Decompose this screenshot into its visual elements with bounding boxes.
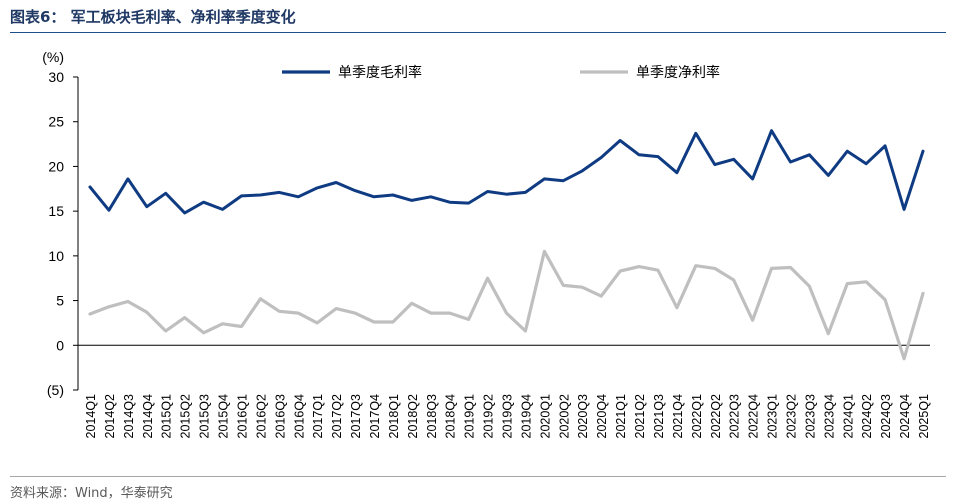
x-tick-label: 2014Q4	[141, 394, 155, 439]
x-tick-label: 2023Q3	[803, 394, 817, 439]
x-tick-label: 2021Q4	[671, 394, 685, 439]
x-tick-label: 2017Q2	[330, 394, 344, 439]
x-tick-label: 2015Q2	[179, 394, 193, 439]
y-axis: 30 25 20 15 10 5 0 (5)	[47, 69, 79, 398]
x-tick-label: 2016Q3	[273, 394, 287, 439]
y-tick-label: 15	[48, 203, 64, 219]
x-tick-label: 2017Q3	[349, 394, 363, 439]
x-tick-label: 2022Q4	[747, 394, 761, 439]
x-tick-label: 2024Q3	[879, 394, 893, 439]
x-tick-label: 2017Q1	[311, 394, 325, 439]
x-tick-label: 2017Q4	[368, 394, 382, 439]
legend-label: 单季度毛利率	[338, 64, 422, 80]
y-tick-label: 0	[56, 337, 64, 353]
x-tick-label: 2022Q1	[690, 394, 704, 439]
x-tick-label: 2014Q1	[84, 394, 98, 439]
x-tick-label: 2021Q3	[652, 394, 666, 439]
x-tick-label: 2020Q2	[557, 394, 571, 439]
x-tick-label: 2015Q4	[217, 394, 231, 439]
x-tick-label: 2016Q4	[292, 394, 306, 439]
x-tick-label: 2019Q2	[482, 394, 496, 439]
series-layer	[88, 129, 925, 361]
footer-rule	[10, 476, 946, 477]
y-tick-label: 10	[48, 248, 64, 264]
y-axis-unit: (%)	[42, 49, 64, 65]
y-tick-label: 5	[56, 293, 64, 309]
x-tick-label: 2019Q4	[519, 394, 533, 439]
title-rule	[10, 32, 946, 33]
x-tick-label: 2019Q1	[463, 394, 477, 439]
x-tick-label: 2020Q1	[538, 394, 552, 439]
x-tick-label: 2018Q3	[425, 394, 439, 439]
x-axis: 2014Q1 2014Q2 2014Q3 2014Q4 2015Q1 2015Q2 2015…	[78, 344, 931, 439]
x-tick-label: 2019Q3	[501, 394, 515, 439]
x-tick-label: 2014Q2	[103, 394, 117, 439]
series-line-net-margin	[88, 249, 925, 361]
x-tick-label: 2022Q3	[728, 394, 742, 439]
x-tick-label: 2020Q4	[595, 394, 609, 439]
source-note: 资料来源：Wind，华泰研究	[10, 486, 173, 501]
x-tick-label: 2018Q1	[387, 394, 401, 439]
y-tick-label: 20	[48, 158, 64, 174]
y-tick-label: 30	[48, 69, 64, 85]
x-tick-label: 2020Q3	[576, 394, 590, 439]
x-tick-label: 2016Q2	[254, 394, 268, 439]
x-tick-label: 2018Q2	[406, 394, 420, 439]
x-tick-label: 2022Q2	[709, 394, 723, 439]
x-tick-label: 2015Q3	[198, 394, 212, 439]
figure-title: 图表6： 军工板块毛利率、净利率季度变化	[10, 8, 296, 26]
series-line-gross-margin	[88, 129, 925, 215]
x-tick-label: 2023Q4	[822, 394, 836, 439]
y-tick-label: (5)	[47, 382, 64, 398]
y-tick-label: 25	[48, 114, 64, 130]
legend: 单季度毛利率 单季度净利率	[282, 64, 720, 80]
x-tick-label: 2024Q4	[898, 394, 912, 439]
x-tick-label: 2014Q3	[122, 394, 136, 439]
x-tick-label: 2023Q2	[784, 394, 798, 439]
x-tick-label: 2024Q1	[841, 394, 855, 439]
x-tick-label: 2021Q1	[614, 394, 628, 439]
x-tick-label: 2016Q1	[235, 394, 249, 439]
x-tick-label: 2015Q1	[160, 394, 174, 439]
x-tick-label: 2018Q4	[444, 394, 458, 439]
x-tick-label: 2021Q2	[633, 394, 647, 439]
x-tick-label: 2024Q2	[860, 394, 874, 439]
x-tick-label: 2023Q1	[766, 394, 780, 439]
legend-label: 单季度净利率	[636, 64, 720, 80]
x-tick-label: 2025Q1	[917, 394, 931, 439]
